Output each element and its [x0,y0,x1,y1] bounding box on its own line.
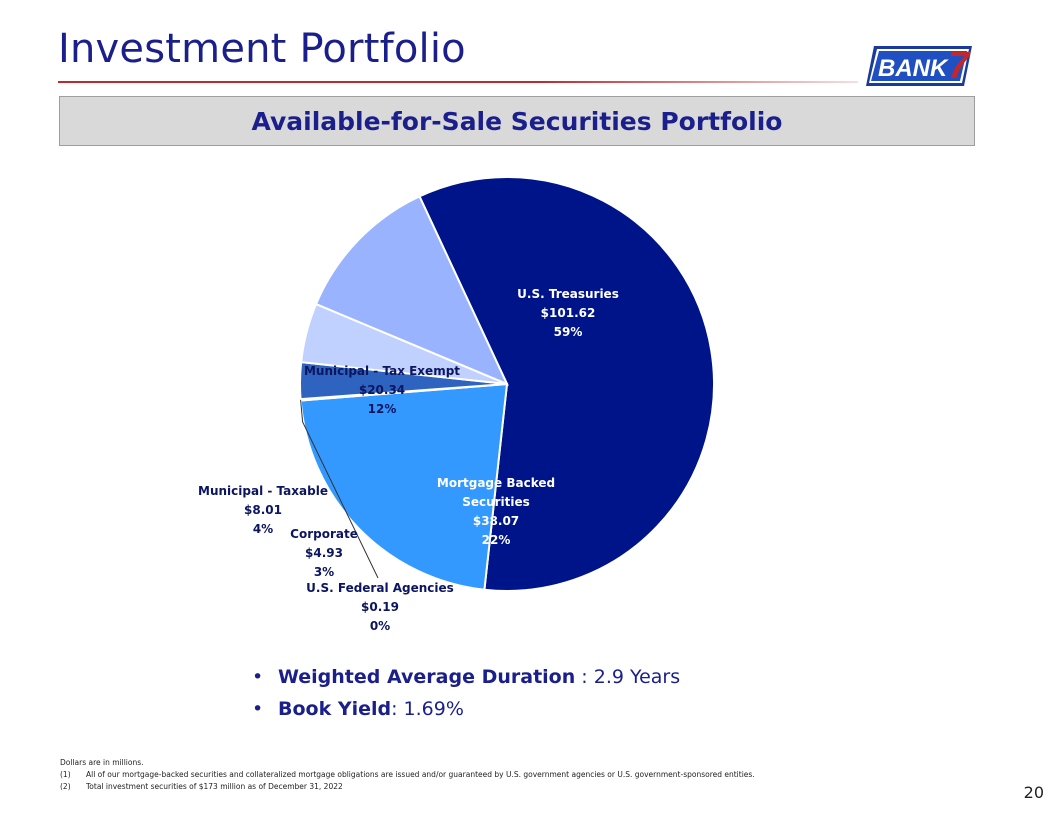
slice-label-municipal-tax-exempt-name: Municipal - Tax Exempt [304,364,460,378]
slice-label-municipal-taxable-name: Municipal - Taxable [198,484,328,498]
slice-label-municipal-taxable-pct: 4% [253,522,273,536]
subtitle-banner: Available-for-Sale Securities Portfolio [59,96,975,146]
slice-label-corporate-value: $4.93 [305,546,343,560]
logo-text: BANK [878,55,949,82]
pie-slice-mortgage-backed-securities [299,382,509,591]
bullet-dot: • [252,666,264,688]
slice-label-u-s-treasuries-name: U.S. Treasuries [517,287,619,301]
slice-label-corporate-pct: 3% [314,565,334,579]
pie-slice-u-s-treasuries [418,176,715,592]
footnote-1-num: (1) [60,770,71,779]
metric-yield-value: : 1.69% [391,698,464,720]
slice-label-u-s-federal-agencies-name: U.S. Federal Agencies [306,581,454,595]
slice-label-u-s-federal-agencies-pct: 0% [370,619,390,633]
subtitle-text: Available-for-Sale Securities Portfolio [251,106,783,136]
slice-label-mortgage-backed-securities-name-2: Securities [462,495,530,509]
page-number: 20 [1023,783,1044,802]
slice-label-mortgage-backed-securities-name-1: Mortgage Backed [437,476,555,490]
slice-label-municipal-tax-exempt-pct: 12% [368,402,397,416]
footnote-2: (2) Total investment securities of $173 … [60,781,755,793]
slice-label-u-s-treasuries-value: $101.62 [541,306,596,320]
logo-badge [866,46,972,86]
slice-label-mortgage-backed-securities-value: $38.07 [473,514,519,528]
footnote-1-text: All of our mortgage-backed securities an… [86,770,755,779]
bank7-logo: BANK 7 [866,45,972,87]
slice-label-mortgage-backed-securities-pct: 22% [482,533,511,547]
logo-number: 7 [948,45,971,87]
page-title: Investment Portfolio [58,26,466,72]
slice-label-u-s-treasuries-pct: 59% [554,325,583,339]
footnote-2-text: Total investment securities of $173 mill… [86,782,343,791]
leader-line-u-s-federal-agencies [300,399,379,579]
slice-label-municipal-tax-exempt-value: $20.34 [359,383,405,397]
footnote-intro: Dollars are in millions. [60,758,144,767]
metric-duration-value: : 2.9 Years [575,666,681,688]
slice-label-u-s-federal-agencies-value: $0.19 [361,600,399,614]
slice-label-corporate-name: Corporate [290,527,358,541]
pie-slice-municipal-tax-exempt [314,195,509,386]
metric-duration: • Weighted Average Duration : 2.9 Years [252,661,680,693]
slice-label-municipal-taxable-value: $8.01 [244,503,282,517]
footnote-2-num: (2) [60,782,71,791]
metric-yield: • Book Yield: 1.69% [252,693,680,725]
footnotes: Dollars are in millions. (1) All of our … [60,757,755,793]
footnote-1: (1) All of our mortgage-backed securitie… [60,769,755,781]
metric-yield-label: Book Yield [278,698,392,720]
title-underline [58,81,858,83]
metrics-list: • Weighted Average Duration : 2.9 Years •… [252,661,680,725]
bullet-dot: • [252,698,264,720]
metric-duration-label: Weighted Average Duration [278,666,576,688]
